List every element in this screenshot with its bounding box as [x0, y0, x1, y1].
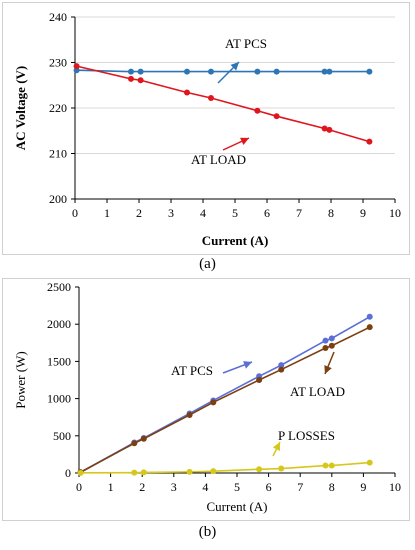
chart-b-x-tick-label: 1 [108, 480, 114, 494]
chart-a-point-at-pcs [366, 68, 373, 75]
chart-a-x-axis-title: Current (A) [202, 233, 269, 248]
chart-b-point-p-losses [366, 459, 373, 466]
chart-b-x-tick-label: 9 [360, 480, 366, 494]
chart-b-point-p-losses [322, 462, 329, 469]
chart-a-annotation-at-pcs: AT PCS [225, 36, 267, 51]
chart-a-point-at-load [254, 107, 261, 114]
chart-a-x-tick-label: 3 [168, 206, 174, 220]
chart-a-point-at-load [208, 94, 214, 101]
chart-a-x-tick-label: 2 [136, 206, 142, 220]
chart-a-x-tick-label: 9 [360, 206, 366, 220]
chart-a-point-at-pcs [254, 68, 261, 75]
chart-b-y-tick-label: 1000 [47, 392, 71, 406]
chart-b-point-at-pcs [366, 313, 373, 320]
chart-a-point-at-load [273, 113, 280, 120]
chart-a-x-tick-label: 7 [296, 206, 302, 220]
chart-b-point-at-load [328, 342, 335, 349]
chart-a-arrowhead-at-pcs [230, 62, 239, 71]
chart-a-point-at-load [73, 63, 80, 70]
chart-b-x-tick-label: 8 [329, 480, 335, 494]
chart-b-point-p-losses [77, 469, 84, 476]
chart-b-y-tick-label: 2500 [47, 280, 71, 294]
chart-b-arrowhead-p-losses [272, 442, 280, 451]
chart-a-arrowhead-at-load [240, 137, 249, 145]
chart-b-point-at-pcs [322, 337, 329, 344]
chart-b-point-p-losses [210, 468, 217, 475]
chart-b-arrowhead-at-pcs [243, 361, 252, 369]
chart-b-arrowhead-at-load [324, 365, 332, 374]
chart-a-point-at-load [366, 138, 373, 145]
chart-b-series-line-at-load [80, 326, 371, 473]
chart-b-point-at-pcs [278, 362, 285, 369]
chart-b-point-at-pcs [328, 335, 335, 342]
chart-a-point-at-pcs [128, 68, 134, 75]
chart-a-y-tick-label: 240 [49, 10, 67, 24]
chart-b-annotation-at-load: AT LOAD [290, 384, 345, 399]
chart-a-x-tick-label: 0 [72, 206, 78, 220]
chart-b-point-at-load [210, 399, 217, 406]
chart-a-point-at-load [321, 125, 328, 132]
chart-a-point-at-load [128, 75, 134, 82]
chart-a-point-at-pcs [321, 68, 328, 75]
chart-b-x-tick-label: 7 [297, 480, 303, 494]
chart-a-y-tick-label: 200 [49, 192, 67, 206]
chart-a-panel: 0 1 2 3 4 5 6 7 8 9 10 200 210 220 230 240 Current (A) AC… [2, 2, 410, 255]
chart-a-annotation-at-load: AT LOAD [191, 152, 246, 167]
chart-b-point-p-losses [131, 469, 138, 476]
chart-a-y-tick-label: 230 [49, 56, 67, 70]
chart-a-x-tick-label: 10 [389, 206, 401, 220]
chart-b-panel: 0 1 2 3 4 5 6 7 8 9 10 0 500 1000 1500 2000 2500 Current … [2, 278, 410, 521]
chart-b-x-tick-label: 6 [266, 480, 272, 494]
chart-a-point-at-pcs [208, 68, 214, 75]
chart-a-y-tick-label: 220 [49, 101, 67, 115]
chart-a-svg: 0 1 2 3 4 5 6 7 8 9 10 200 210 220 230 240 Current (A) AC… [13, 10, 401, 248]
chart-b-point-at-load [256, 377, 263, 383]
chart-a-point-at-load [137, 77, 144, 84]
chart-b-x-tick-label: 10 [389, 480, 401, 494]
chart-b-point-at-load [322, 345, 329, 352]
chart-b-y-axis-title: Power (W) [13, 351, 28, 408]
chart-b-point-p-losses [186, 468, 193, 475]
chart-b-point-at-load [186, 411, 193, 418]
chart-b-y-tick-label: 500 [53, 429, 71, 443]
chart-a-y-tick-label: 210 [49, 147, 67, 161]
chart-b-point-at-load [366, 324, 373, 331]
chart-b-x-axis-title: Current (A) [206, 499, 267, 514]
chart-b-point-at-load [140, 435, 147, 442]
chart-a-caption: (a) [199, 256, 216, 272]
chart-b-x-tick-label: 2 [139, 480, 145, 494]
chart-b-svg: 0 1 2 3 4 5 6 7 8 9 10 0 500 1000 1500 2000 2500 Current … [13, 280, 401, 514]
chart-b-annotation-p-losses: P LOSSES [278, 428, 335, 443]
chart-a-point-at-load [184, 89, 190, 96]
chart-b-x-tick-label: 3 [171, 480, 177, 494]
chart-a-point-at-pcs [326, 68, 333, 75]
chart-a-x-tick-label: 5 [232, 206, 238, 220]
chart-b-point-p-losses [256, 466, 263, 473]
chart-b-point-p-losses [140, 469, 147, 476]
chart-b-caption: (b) [198, 524, 217, 540]
chart-a-y-axis-title: AC Voltage (V) [13, 66, 28, 151]
chart-b-point-p-losses [328, 462, 335, 469]
chart-a-x-tick-label: 4 [200, 206, 206, 220]
chart-a-point-at-pcs [184, 68, 190, 75]
chart-b-y-tick-label: 2000 [47, 317, 71, 331]
chart-a-point-at-load [326, 126, 333, 133]
chart-a-point-at-pcs [137, 68, 144, 75]
chart-b-series-line-p-losses [80, 461, 370, 474]
chart-a-x-tick-label: 1 [104, 206, 110, 220]
chart-b-x-tick-label: 4 [202, 480, 208, 494]
chart-b-x-tick-label: 0 [76, 480, 82, 494]
chart-a-x-tick-label: 8 [328, 206, 334, 220]
chart-b-annotation-at-pcs: AT PCS [171, 363, 213, 378]
chart-b-y-tick-label: 0 [65, 466, 71, 480]
chart-a-x-tick-label: 6 [264, 206, 270, 220]
chart-a-point-at-pcs [273, 68, 280, 75]
chart-b-y-tick-label: 1500 [47, 354, 71, 368]
chart-b-point-at-load [278, 366, 285, 373]
chart-b-point-p-losses [278, 465, 285, 472]
chart-b-point-at-load [131, 440, 138, 447]
chart-b-x-tick-label: 5 [234, 480, 240, 494]
